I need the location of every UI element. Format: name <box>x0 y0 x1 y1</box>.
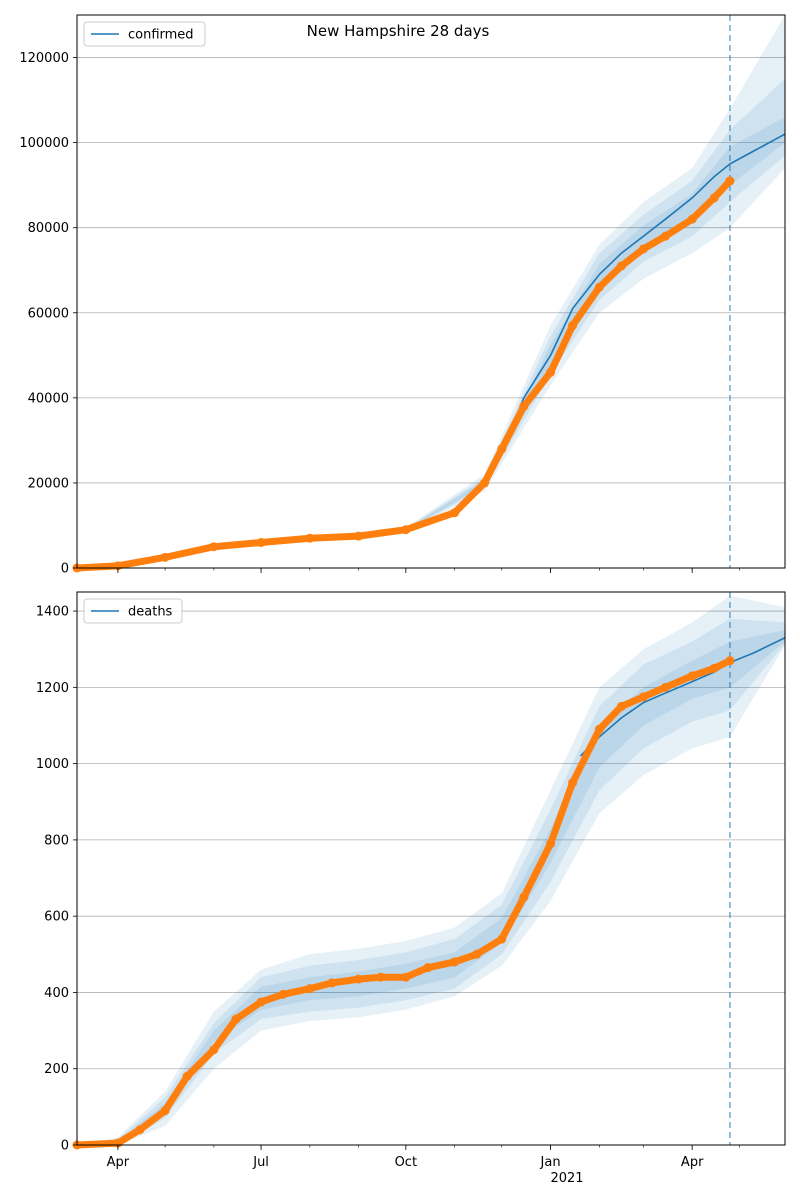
deaths-ytick-label: 1000 <box>36 757 69 772</box>
confirmed-axes-frame <box>76 14 786 569</box>
deaths-ytick-label: 0 <box>61 1139 69 1154</box>
deaths-observed-point <box>160 1106 170 1116</box>
confirmed-observed-point <box>594 282 604 292</box>
deaths-observed-point <box>660 682 670 692</box>
deaths-ytick-label: 1400 <box>36 605 69 620</box>
deaths-observed-point <box>709 663 719 673</box>
deaths-legend: deaths <box>83 598 183 624</box>
confirmed-y-ticks: 0 20000 40000 60000 80000 100000 120000 <box>19 51 77 577</box>
deaths-xtick-label: Jul <box>252 1155 269 1170</box>
deaths-observed-point <box>725 656 735 666</box>
confirmed-observed-point <box>497 444 507 454</box>
deaths-observed-point <box>546 839 556 849</box>
deaths-xtick-label: Jan <box>540 1155 561 1170</box>
deaths-observed-point <box>568 778 578 788</box>
year-label: 2021 <box>550 1171 583 1186</box>
deaths-band-inner <box>77 630 785 1145</box>
confirmed-ytick-label: 40000 <box>28 391 69 406</box>
deaths-observed-point <box>497 934 507 944</box>
deaths-ytick-label: 400 <box>44 986 69 1001</box>
confirmed-observed-point <box>450 508 460 518</box>
confirmed-x-ticks <box>117 568 740 573</box>
deaths-model-line <box>579 637 786 757</box>
confirmed-observed-point <box>479 478 489 488</box>
confirmed-ytick-label: 120000 <box>19 51 69 66</box>
deaths-observed-point <box>231 1014 241 1024</box>
deaths-y-ticks: 0 200 400 600 800 1000 1200 1400 <box>36 605 77 1154</box>
deaths-observed-point <box>616 701 626 711</box>
deaths-axes-frame <box>76 591 786 1146</box>
confirmed-ytick-label: 20000 <box>28 476 69 491</box>
confirmed-legend-box <box>83 21 206 47</box>
confirmed-observed-points <box>72 176 735 573</box>
deaths-observed-point <box>354 974 364 984</box>
deaths-observed-point <box>376 972 386 982</box>
confirmed-observed-point <box>616 261 626 271</box>
confirmed-observed-point <box>638 244 648 254</box>
deaths-x-ticks: Apr Jul Oct Jan Apr <box>107 1145 740 1170</box>
deaths-observed-point <box>638 692 648 702</box>
confirmed-legend: confirmed <box>83 21 206 47</box>
deaths-observed-point <box>472 949 482 959</box>
deaths-observed-point <box>519 892 529 902</box>
deaths-xtick-label: Apr <box>107 1155 130 1170</box>
confirmed-grid <box>77 57 785 484</box>
deaths-legend-box <box>83 598 183 624</box>
confirmed-observed-point <box>568 321 578 331</box>
deaths-ytick-label: 800 <box>44 833 69 848</box>
deaths-observed-points <box>72 656 735 1150</box>
deaths-observed-point <box>401 972 411 982</box>
deaths-model-series <box>579 637 786 757</box>
confirmed-observed-point <box>256 537 266 547</box>
deaths-observed-point <box>256 997 266 1007</box>
deaths-ytick-label: 200 <box>44 1062 69 1077</box>
confirmed-observed-point <box>401 525 411 535</box>
deaths-observed-point <box>687 671 697 681</box>
deaths-observed-point <box>450 957 460 967</box>
confirmed-observed-point <box>160 552 170 562</box>
deaths-grid <box>77 610 785 1070</box>
deaths-observed-trace <box>73 657 734 1149</box>
confirmed-ytick-label: 100000 <box>19 136 69 151</box>
confirmed-observed-point <box>687 214 697 224</box>
deaths-xtick-label: Apr <box>681 1155 704 1170</box>
confirmed-ytick-label: 80000 <box>28 221 69 236</box>
confirmed-ytick-label: 60000 <box>28 306 69 321</box>
deaths-ytick-label: 1200 <box>36 681 69 696</box>
deaths-observed-point <box>209 1045 219 1055</box>
confirmed-observed-point <box>709 193 719 203</box>
deaths-observed-point <box>594 724 604 734</box>
deaths-observed-point <box>182 1071 192 1081</box>
confirmed-observed-point <box>546 367 556 377</box>
deaths-observed-point <box>135 1125 145 1135</box>
confirmed-observed-point <box>660 231 670 241</box>
deaths-legend-label: deaths <box>128 605 173 620</box>
confirmed-panel: 0 20000 40000 60000 80000 100000 120000 confir… <box>19 14 786 577</box>
deaths-observed-point <box>327 978 337 988</box>
confirmed-observed-point <box>725 176 735 186</box>
confirmed-observed-point <box>354 531 364 541</box>
figure-title: New Hampshire 28 days <box>307 22 490 40</box>
deaths-ytick-label: 600 <box>44 910 69 925</box>
deaths-observed-point <box>278 989 288 999</box>
confirmed-observed-point <box>305 533 315 543</box>
deaths-observed-point <box>423 963 433 973</box>
confirmed-legend-label: confirmed <box>128 28 194 43</box>
deaths-xtick-label: Oct <box>395 1155 417 1170</box>
deaths-band-middle <box>77 618 785 1145</box>
confirmed-ytick-label: 0 <box>61 562 69 577</box>
confirmed-observed-point <box>209 542 219 552</box>
confirmed-observed-point <box>519 401 529 411</box>
deaths-observed-point <box>305 984 315 994</box>
